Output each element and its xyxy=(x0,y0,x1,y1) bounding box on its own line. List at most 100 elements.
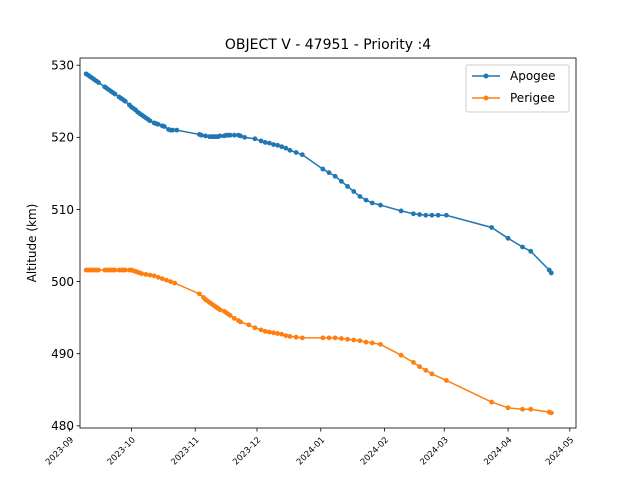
data-point-apogee xyxy=(489,225,495,230)
legend-label-apogee: Apogee xyxy=(510,69,556,83)
data-point-apogee xyxy=(338,178,344,184)
data-point-apogee xyxy=(170,127,176,133)
legend-label-perigee: Perigee xyxy=(510,91,555,105)
data-point-perigee xyxy=(139,271,145,277)
data-point-perigee xyxy=(266,329,272,335)
data-point-apogee xyxy=(351,189,357,194)
data-point-apogee xyxy=(326,170,332,176)
data-point-perigee xyxy=(423,367,429,373)
legend: Apogee Perigee xyxy=(465,64,570,113)
data-point-apogee xyxy=(279,144,285,150)
data-point-apogee xyxy=(429,212,435,218)
data-point-perigee xyxy=(271,330,276,336)
data-point-perigee xyxy=(262,328,268,334)
data-point-apogee xyxy=(155,121,161,127)
y-axis-label: Altitude (km) xyxy=(25,204,39,283)
legend-marker-perigee xyxy=(483,95,489,101)
data-point-perigee xyxy=(520,406,525,412)
data-point-perigee xyxy=(417,364,422,370)
series-apogee xyxy=(83,71,554,276)
data-point-apogee xyxy=(548,270,554,276)
data-point-apogee xyxy=(417,212,422,217)
data-point-apogee xyxy=(398,208,404,214)
data-point-perigee xyxy=(283,333,289,339)
data-point-apogee xyxy=(357,194,363,199)
data-point-perigee xyxy=(443,378,449,383)
data-point-perigee xyxy=(528,406,534,412)
data-point-apogee xyxy=(435,212,441,218)
data-point-apogee xyxy=(122,98,128,104)
data-point-apogee xyxy=(147,118,153,124)
data-point-perigee xyxy=(357,338,363,344)
data-point-perigee xyxy=(147,272,153,278)
data-point-apogee xyxy=(174,127,180,133)
data-point-apogee xyxy=(238,133,243,139)
data-point-perigee xyxy=(238,319,243,325)
legend-marker-apogee xyxy=(483,73,489,79)
data-point-apogee xyxy=(217,133,223,139)
y-tick-label: 480 xyxy=(51,419,74,433)
data-point-apogee xyxy=(520,244,525,250)
data-point-apogee xyxy=(320,166,326,172)
data-point-perigee xyxy=(505,405,511,411)
data-point-perigee xyxy=(155,274,161,280)
data-point-perigee xyxy=(231,315,237,321)
data-point-apogee xyxy=(369,200,375,206)
data-point-perigee xyxy=(369,340,375,346)
data-point-apogee xyxy=(203,133,208,139)
data-point-perigee xyxy=(429,371,435,377)
data-point-perigee xyxy=(351,337,357,343)
data-point-apogee xyxy=(411,211,416,217)
data-point-perigee xyxy=(338,336,344,341)
data-point-apogee xyxy=(275,142,280,148)
data-point-apogee xyxy=(266,140,272,146)
data-point-perigee xyxy=(489,399,495,405)
data-point-apogee xyxy=(287,147,293,153)
data-point-apogee xyxy=(258,138,264,144)
data-point-perigee xyxy=(320,335,326,341)
data-point-perigee xyxy=(326,335,332,341)
data-point-apogee xyxy=(443,212,449,218)
data-point-apogee xyxy=(293,150,299,155)
y-tick-label: 510 xyxy=(51,203,74,217)
data-point-perigee xyxy=(159,276,165,282)
data-point-apogee xyxy=(242,134,248,140)
data-point-perigee xyxy=(378,341,383,347)
data-point-perigee xyxy=(279,331,285,337)
data-point-perigee xyxy=(217,307,223,313)
data-point-perigee xyxy=(196,291,202,297)
y-tick-label: 500 xyxy=(51,275,74,289)
data-point-apogee xyxy=(231,132,237,138)
data-point-apogee xyxy=(423,212,429,218)
data-point-perigee xyxy=(258,327,264,333)
y-tick-label: 490 xyxy=(51,347,74,361)
data-point-perigee xyxy=(227,313,233,318)
data-point-perigee xyxy=(332,335,338,341)
data-point-perigee xyxy=(122,267,128,273)
data-point-perigee xyxy=(363,339,369,345)
data-point-apogee xyxy=(528,248,534,254)
data-point-perigee xyxy=(411,359,416,365)
data-point-apogee xyxy=(161,124,167,129)
data-point-apogee xyxy=(345,183,350,189)
data-point-apogee xyxy=(332,173,338,179)
data-point-apogee xyxy=(199,132,204,138)
data-point-apogee xyxy=(363,197,369,203)
data-point-perigee xyxy=(172,280,178,286)
series-layer xyxy=(83,71,554,416)
y-axis: 480 490 500 510 520 530 xyxy=(51,59,80,433)
y-tick-label: 520 xyxy=(51,131,74,145)
data-point-perigee xyxy=(151,273,157,279)
data-point-perigee xyxy=(398,352,404,358)
data-point-perigee xyxy=(164,277,169,283)
data-point-perigee xyxy=(345,336,350,342)
data-point-perigee xyxy=(112,267,118,273)
data-point-apogee xyxy=(227,132,233,138)
data-point-perigee xyxy=(275,331,280,336)
series-perigee xyxy=(83,267,554,416)
data-point-perigee xyxy=(143,271,149,277)
data-point-perigee xyxy=(287,334,293,339)
chart-title: OBJECT V - 47951 - Priority :4 xyxy=(225,37,431,53)
data-point-apogee xyxy=(283,145,289,151)
